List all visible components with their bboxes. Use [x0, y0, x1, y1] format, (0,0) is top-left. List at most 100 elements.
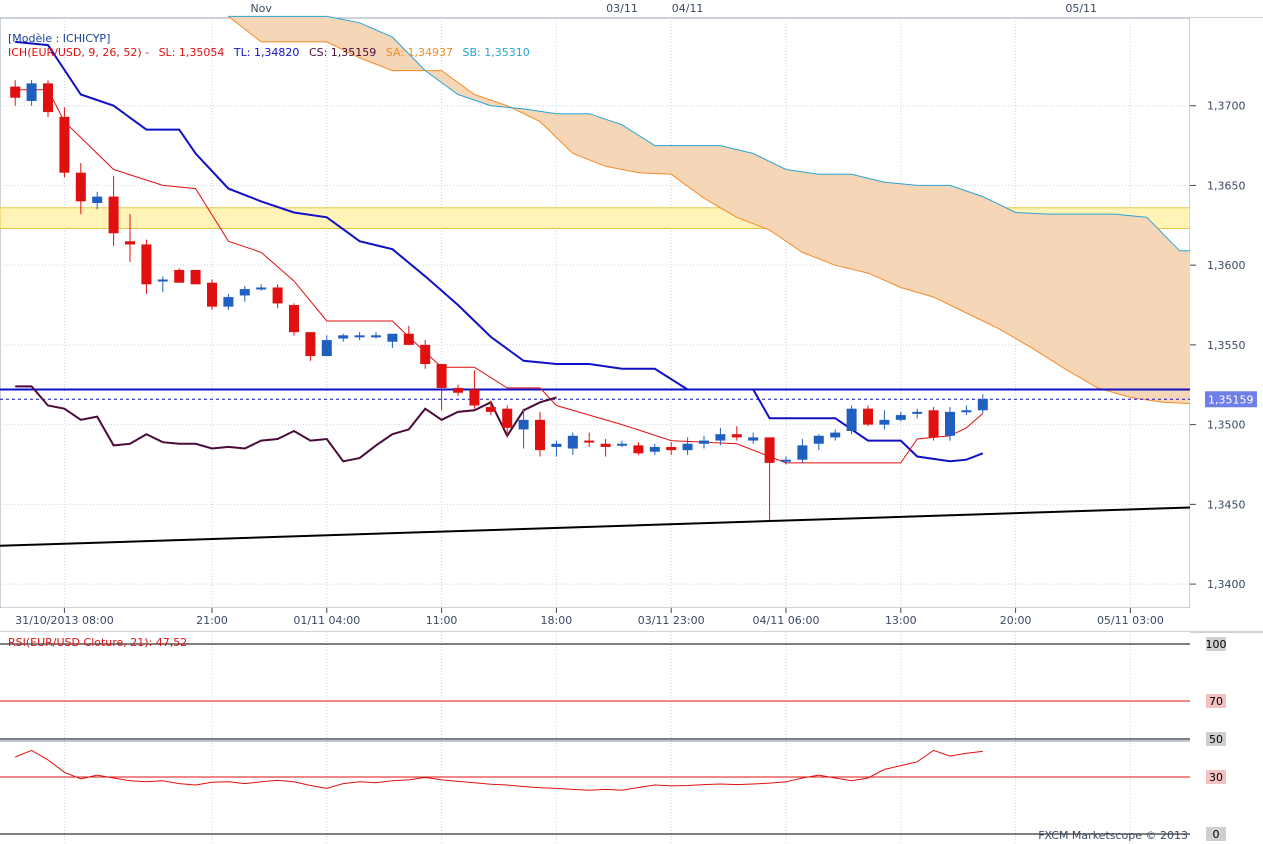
tenkan-sen-line: [15, 89, 984, 464]
candle: [535, 411, 545, 457]
candle-body: [371, 335, 381, 338]
price-axis[interactable]: 1,3700 1,3650 1,3600 1,3550 1,3500 1,3450 1,34…: [1190, 18, 1263, 608]
candle-body: [895, 415, 906, 420]
candle: [830, 429, 841, 441]
candle: [928, 407, 939, 441]
candle: [715, 427, 726, 446]
rsi-label: RSI(EUR/USD Cloture, 21): 47,52: [8, 636, 187, 649]
rsi-level-badge: [1206, 770, 1226, 784]
candle: [403, 325, 414, 345]
candle-body: [649, 446, 660, 452]
candle: [764, 437, 775, 521]
price-tick-label: 1,3450: [1207, 498, 1246, 511]
candle: [518, 408, 529, 449]
candle-body: [108, 196, 119, 234]
sl-value: SL: 1,35054: [159, 46, 225, 59]
candle-body: [600, 443, 611, 447]
candle-body: [75, 172, 86, 202]
candle: [157, 276, 168, 293]
candle: [174, 268, 185, 283]
kumo-cloud: [228, 16, 1263, 414]
price-tick-label: 1,3650: [1207, 179, 1246, 192]
candle-body: [846, 408, 857, 431]
rsi-panel[interactable]: RSI(EUR/USD Cloture, 21): 47,52 100 70 50 3…: [0, 632, 1227, 844]
rsi-level-label: 50: [1209, 733, 1223, 746]
candle-body: [174, 269, 185, 283]
candle-body: [928, 410, 939, 438]
candle: [617, 440, 627, 447]
candle: [961, 405, 972, 416]
rsi-level-badge: [1206, 732, 1226, 746]
candle-body: [699, 440, 709, 444]
time-tick-label: 03/11 23:00: [638, 614, 705, 627]
candle-body: [715, 434, 726, 441]
candle-body: [617, 443, 627, 446]
candle: [863, 405, 873, 427]
candle: [682, 437, 693, 455]
candle: [781, 456, 791, 465]
sa-value: SA: 1,34937: [386, 46, 453, 59]
candle: [502, 405, 513, 438]
price-panel[interactable]: [Modèle : ICHICYP] ICH(EUR/USD, 9, 26, 5…: [0, 15, 1263, 609]
candle-body: [10, 86, 21, 98]
model-label: [Modèle : ICHICYP]: [8, 32, 110, 45]
time-tick-label: 20:00: [1000, 614, 1032, 627]
candle-body: [781, 459, 791, 462]
rsi-axis: 100 70 50 30 0: [1206, 637, 1227, 841]
support-trendline[interactable]: [0, 506, 1191, 547]
candle: [977, 394, 988, 414]
candlestick-series: [10, 80, 988, 521]
candle: [256, 284, 267, 291]
time-tick-label: 13:00: [885, 614, 917, 627]
candle: [75, 163, 86, 215]
candle-body: [272, 287, 283, 304]
rsi-level-label: 0: [1213, 828, 1220, 841]
top-date-label: 03/11: [606, 2, 638, 15]
candle: [485, 400, 496, 416]
candle-body: [584, 440, 595, 443]
candle: [289, 303, 299, 336]
candle-body: [813, 435, 824, 444]
candle: [731, 426, 742, 441]
candle: [748, 432, 759, 444]
rsi-line: [15, 749, 983, 791]
cs-value: CS: 1,35159: [309, 46, 376, 59]
candle: [699, 435, 709, 449]
candle: [584, 432, 595, 447]
senkou-span-b-line: [228, 15, 1263, 252]
candle-body: [797, 445, 808, 460]
time-tick-label: 04/11 06:00: [753, 614, 820, 627]
candle-body: [502, 408, 513, 428]
candle-body: [912, 411, 923, 414]
top-date-label: 05/11: [1065, 2, 1097, 15]
candle: [895, 411, 906, 422]
candle: [551, 440, 562, 457]
price-tick-label: 1,3550: [1207, 339, 1246, 352]
candle: [797, 438, 808, 463]
candle: [321, 335, 332, 357]
candle: [239, 285, 250, 302]
candle: [223, 293, 234, 310]
senkou-span-a-line: [228, 16, 1263, 415]
candle-body: [321, 340, 332, 357]
time-tick-label: 01/11 04:00: [293, 614, 360, 627]
candle-body: [830, 432, 841, 438]
candle-body: [125, 241, 135, 245]
candle: [371, 332, 381, 339]
candle: [420, 340, 431, 369]
indicator-name: ICH(EUR/USD, 9, 26, 52) -: [8, 46, 149, 59]
candle: [10, 80, 21, 106]
tl-value: TL: 1,34820: [233, 46, 300, 59]
sb-value: SB: 1,35310: [463, 46, 530, 59]
candle-body: [141, 244, 152, 285]
candle-body: [977, 399, 988, 411]
rsi-level-label: 70: [1209, 695, 1223, 708]
candle: [633, 442, 644, 455]
candle-body: [305, 332, 316, 357]
candle-body: [420, 344, 431, 365]
candle-body: [945, 411, 955, 436]
candle: [272, 284, 283, 309]
rsi-level-badge: [1206, 637, 1226, 651]
candle-body: [43, 83, 53, 113]
